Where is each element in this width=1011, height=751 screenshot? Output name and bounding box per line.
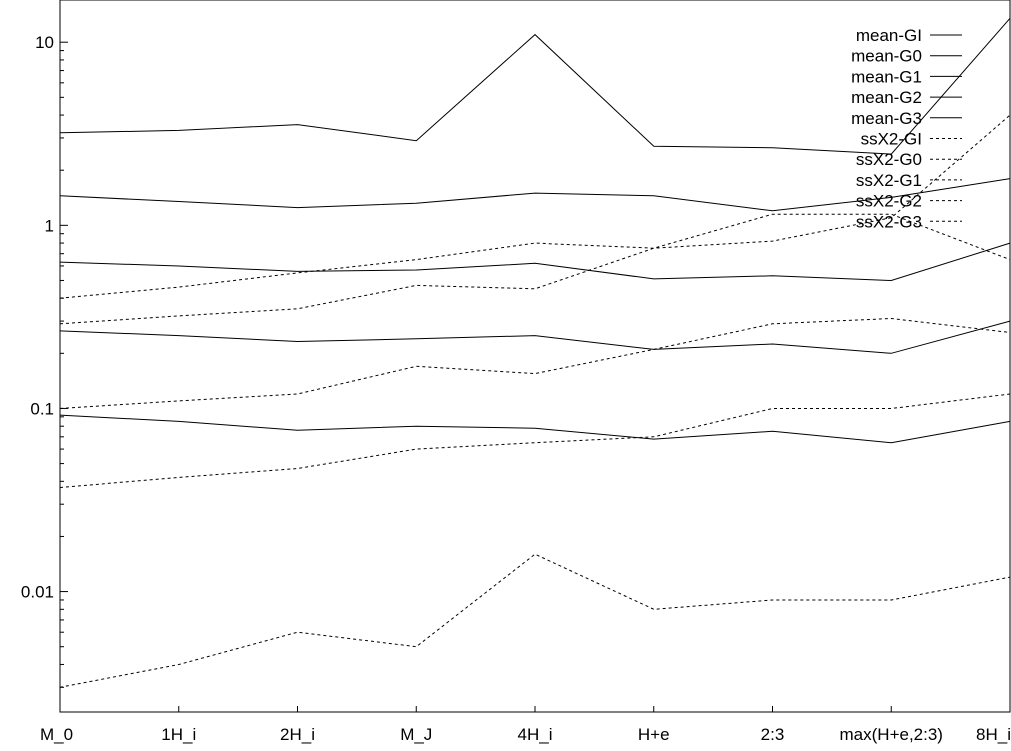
legend-label: ssX2-G2 <box>856 192 922 211</box>
series-line-ssx2-g3 <box>59 553 1011 688</box>
x-tick-label: 8H_i <box>976 725 1011 744</box>
y-axis: 0.01 0.1 1 10 <box>21 33 68 688</box>
series-line-mean-g1 <box>59 242 1011 282</box>
series-line-mean-g0 <box>59 178 1011 212</box>
series-line-mean-gi <box>59 17 1011 155</box>
series-line-mean-g3 <box>59 414 1011 444</box>
legend-label: ssX2-GI <box>861 130 922 149</box>
x-axis: M_0 1H_i 2H_i M_J 4H_i H+e 2:3 max(H+e,2:3) 8H_i <box>40 706 1011 744</box>
series-line-ssx2-g1 <box>59 317 1011 409</box>
series-line-ssx2-g0 <box>59 213 1011 325</box>
legend-label: mean-G1 <box>851 67 922 86</box>
series-line-ssx2-g2 <box>59 393 1011 488</box>
series-lines <box>59 17 1011 688</box>
series-line-mean-g2 <box>59 320 1011 354</box>
y-tick-label: 0.1 <box>30 399 54 418</box>
legend-label: mean-G0 <box>851 47 922 66</box>
x-tick-label: M_0 <box>40 725 73 744</box>
x-tick-label: 1H_i <box>161 725 196 744</box>
legend-label: ssX2-G3 <box>856 212 922 231</box>
x-tick-label: M_J <box>400 725 432 744</box>
x-tick-label: 2H_i <box>280 725 315 744</box>
legend-label: mean-GI <box>856 26 922 45</box>
x-tick-label: H+e <box>638 725 670 744</box>
legend-label: mean-G3 <box>851 109 922 128</box>
legend-label: ssX2-G0 <box>856 150 922 169</box>
legend-label: mean-G2 <box>851 88 922 107</box>
x-tick-label: 2:3 <box>761 725 785 744</box>
x-tick-label: max(H+e,2:3) <box>840 725 943 744</box>
y-tick-label: 10 <box>35 33 54 52</box>
y-tick-label: 0.01 <box>21 583 54 602</box>
y-tick-label: 1 <box>45 216 54 235</box>
x-tick-label: 4H_i <box>518 725 553 744</box>
legend-label: ssX2-G1 <box>856 171 922 190</box>
